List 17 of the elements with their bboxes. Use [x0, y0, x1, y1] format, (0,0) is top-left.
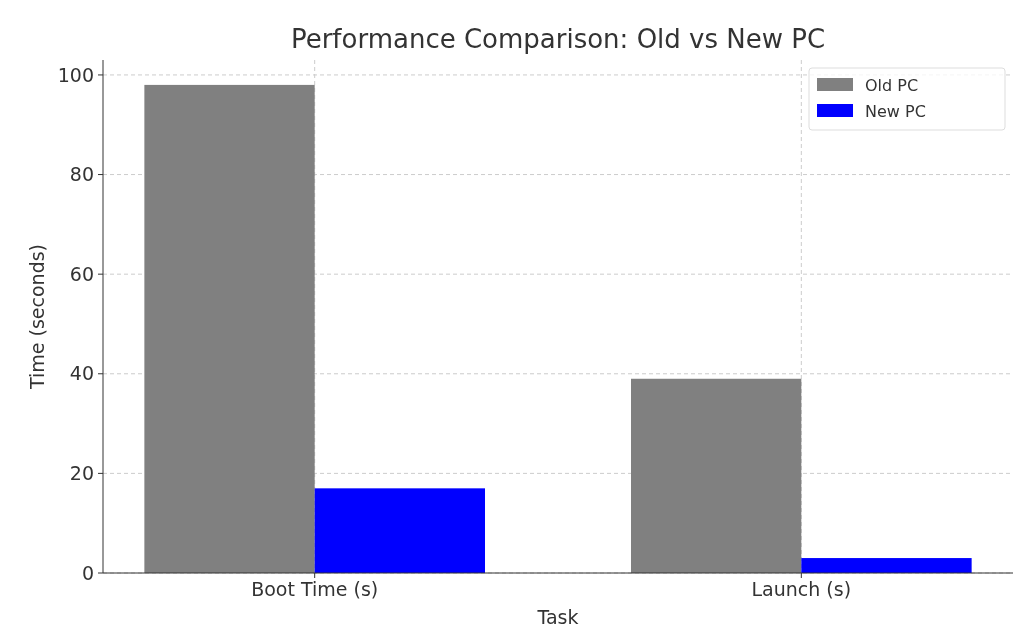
bar — [631, 378, 802, 573]
bar — [801, 558, 972, 573]
y-tick-label: 20 — [69, 462, 94, 485]
x-tick-label: Boot Time (s) — [251, 578, 379, 600]
y-tick-label: 40 — [69, 362, 94, 385]
legend-label: New PC — [865, 101, 926, 121]
y-axis-title: Time (seconds) — [26, 243, 48, 391]
x-tick-label: Launch (s) — [751, 578, 852, 600]
bar — [314, 488, 486, 573]
y-tick-label: 80 — [69, 163, 94, 186]
legend-label: Old PC — [865, 75, 919, 95]
y-tick-label: 60 — [69, 262, 94, 285]
x-axis-title: Task — [536, 606, 579, 628]
y-tick-label: 100 — [57, 63, 94, 86]
y-tick-label: 0 — [81, 561, 94, 584]
chart-title: Performance Comparison: Old vs New PC — [290, 24, 826, 54]
bar — [144, 84, 315, 573]
